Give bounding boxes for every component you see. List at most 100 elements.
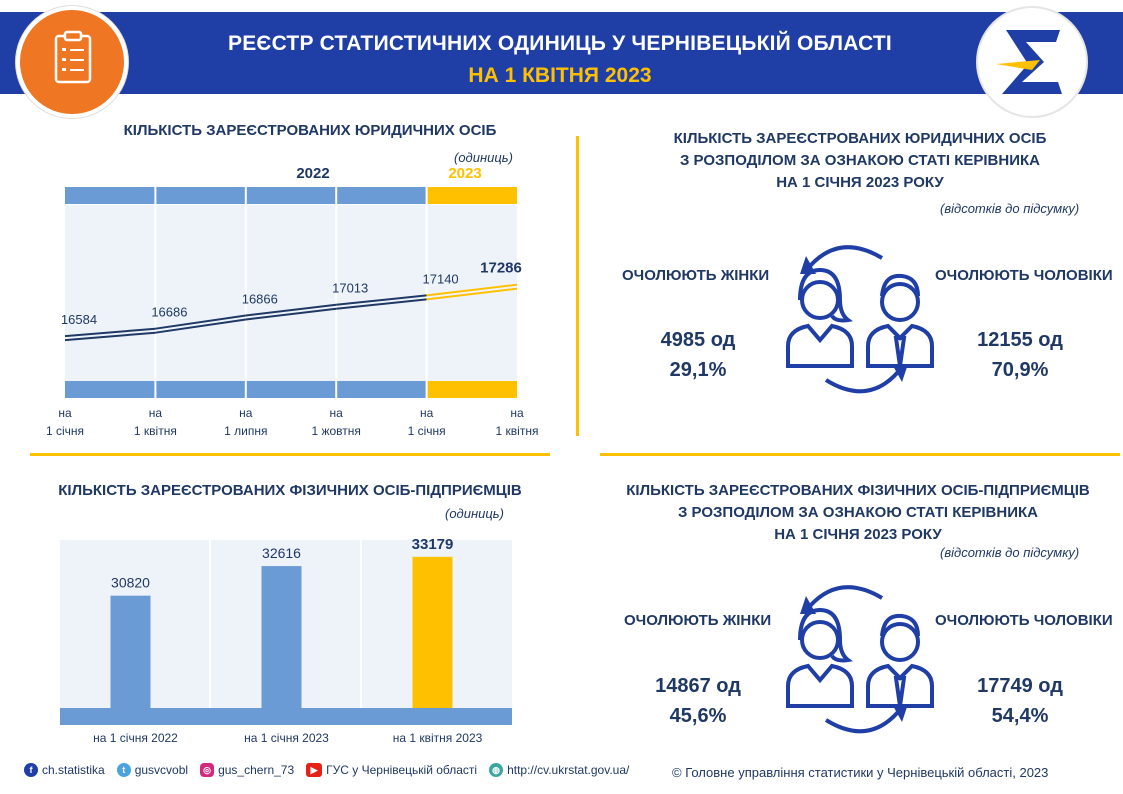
women-stats: 4985 од 29,1% — [628, 325, 768, 385]
divider-vertical — [576, 136, 579, 436]
facebook-icon: f — [24, 763, 38, 777]
page-title: РЕЄСТР СТАТИСТИЧНИХ ОДИНИЦЬ У ЧЕРНІВЕЦЬК… — [228, 32, 892, 55]
value-label: 16584 — [61, 312, 97, 327]
women-label: ОЧОЛЮЮТЬ ЖІНКИ — [624, 612, 772, 629]
twitter-icon: t — [116, 763, 131, 777]
legal-gender-unit: (відсотків до підсумку) — [940, 201, 1080, 216]
x-tick-label: на 1 липня — [224, 406, 268, 438]
men-label: ОЧОЛЮЮТЬ ЧОЛОВІКИ — [935, 612, 1113, 629]
value-label: 17013 — [332, 281, 368, 296]
youtube-link[interactable]: ▶ ГУС у Чернівецькій області — [306, 763, 477, 777]
website-link[interactable]: ◍ http://cv.ukrstat.gov.ua/ — [489, 763, 629, 777]
men-count: 12155 од — [977, 329, 1063, 351]
title-line-3: НА 1 СІЧНЯ 2023 РОКУ — [774, 526, 942, 543]
divider-right — [600, 453, 1120, 456]
women-pct: 29,1% — [669, 359, 727, 381]
youtube-channel: ГУС у Чернівецькій області — [326, 763, 478, 777]
value-label: 17286 — [480, 260, 522, 277]
gender-people-graphic — [786, 585, 934, 734]
band-bottom-2023 — [427, 381, 517, 398]
men-stats: 12155 од 70,9% — [950, 325, 1090, 385]
women-count: 4985 од — [660, 329, 736, 351]
bar — [412, 556, 453, 708]
bar-value-label: 33179 — [412, 536, 454, 553]
woman-icon — [786, 607, 854, 708]
bar-value-label: 32616 — [262, 545, 301, 561]
man-icon — [866, 273, 934, 368]
series-segment — [336, 298, 427, 310]
woman-icon — [786, 267, 854, 368]
series-segment — [336, 294, 427, 306]
series-segment — [155, 314, 246, 330]
title-line-3: НА 1 СІЧНЯ 2023 РОКУ — [776, 174, 944, 191]
entrepreneur-chart-title: КІЛЬКІСТЬ ЗАРЕЄСТРОВАНИХ ФІЗИЧНИХ ОСІБ-П… — [58, 482, 522, 499]
man-icon — [866, 613, 934, 708]
men-pct: 54,4% — [991, 705, 1049, 727]
axis-band — [60, 708, 512, 725]
arrow-head — [892, 364, 908, 382]
x-tick-label: на 1 квітня — [133, 406, 177, 438]
instagram-icon: ◎ — [200, 763, 215, 777]
men-pct: 70,9% — [991, 359, 1049, 381]
x-tick-label: на 1 квітня 2023 — [392, 731, 483, 745]
x-tick-label: на 1 січня 2023 — [244, 731, 329, 745]
x-tick-label: на 1 січня — [407, 406, 446, 438]
women-count: 14867 од — [655, 675, 741, 697]
series-segment — [245, 303, 337, 317]
globe-icon: ◍ — [489, 763, 504, 777]
men-label: ОЧОЛЮЮТЬ ЧОЛОВІКИ — [935, 267, 1113, 284]
value-label: 16686 — [151, 305, 187, 320]
men-stats: 17749 од 54,4% — [950, 671, 1090, 731]
series-segment — [426, 283, 518, 297]
arrow-head — [892, 704, 908, 722]
series-segment — [426, 287, 518, 301]
legal-gender-title: КІЛЬКІСТЬ ЗАРЕЄСТРОВАНИХ ЮРИДИЧНИХ ОСІБ … — [610, 128, 1110, 194]
gridlines — [154, 187, 428, 398]
series-segment — [155, 318, 246, 334]
series-segment — [64, 331, 156, 342]
copyright: © Головне управління статистики у Чернів… — [672, 765, 1049, 780]
men-count: 17749 од — [977, 675, 1063, 697]
x-tick-label: на 1 січня — [45, 406, 85, 438]
women-stats: 14867 од 45,6% — [628, 671, 768, 731]
women-pct: 45,6% — [669, 705, 727, 727]
facebook-handle: ch.statistika — [42, 763, 105, 777]
year-label-2023: 2023 — [448, 165, 481, 182]
divider-left — [30, 453, 550, 456]
value-label: 17140 — [423, 271, 459, 286]
website-url: http://cv.ukrstat.gov.ua/ — [507, 763, 630, 777]
women-label: ОЧОЛЮЮТЬ ЖІНКИ — [622, 267, 770, 284]
plot-area — [65, 205, 517, 383]
title-line-1: КІЛЬКІСТЬ ЗАРЕЄСТРОВАНИХ ЮРИДИЧНИХ ОСІБ — [673, 130, 1047, 147]
ent-gender-unit: (відсотків до підсумку) — [940, 545, 1080, 560]
legal-entities-chart: 16584 16686 16866 17013 17140 17286 2022 2023 — [61, 165, 522, 398]
clipboard-icon — [54, 30, 92, 84]
header-banner — [0, 12, 1123, 94]
twitter-handle: gusvcvobl — [134, 763, 189, 777]
title-line-2: З РОЗПОДІЛОМ ЗА ОЗНАКОЮ СТАТІ КЕРІВНИКА — [677, 504, 1038, 521]
x-tick-label: на 1 жовтня — [311, 406, 361, 438]
series-lines — [64, 283, 518, 342]
facebook-link[interactable]: f ch.statistika — [24, 763, 105, 777]
bar-value-label: 30820 — [111, 575, 150, 591]
bar — [110, 595, 151, 708]
band-top-2023 — [427, 187, 517, 204]
legal-chart-unit: (одиниць) — [454, 150, 513, 165]
youtube-icon: ▶ — [306, 763, 323, 777]
sigma-icon — [996, 30, 1062, 94]
series-segment — [64, 327, 156, 338]
entrepreneurs-chart: 30820 32616 33179 — [60, 536, 512, 725]
instagram-link[interactable]: ◎ gus_chern_73 — [200, 763, 294, 777]
page-subtitle: НА 1 КВІТНЯ 2023 — [468, 64, 652, 87]
gender-people-graphic — [786, 245, 934, 394]
x-tick-label: на 1 січня 2022 — [93, 731, 178, 745]
bar — [261, 566, 302, 708]
twitter-link[interactable]: t gusvcvobl — [116, 763, 189, 777]
sigma-logo — [976, 6, 1088, 118]
title-line-2: З РОЗПОДІЛОМ ЗА ОЗНАКОЮ СТАТІ КЕРІВНИКА — [679, 152, 1040, 169]
title-line-1: КІЛЬКІСТЬ ЗАРЕЄСТРОВАНИХ ФІЗИЧНИХ ОСІБ-П… — [626, 482, 1090, 499]
clipboard-logo — [16, 6, 128, 118]
footer-social: f ch.statistika t gusvcvobl ◎ gus_chern_… — [24, 763, 629, 777]
entrepreneur-chart-unit: (одиниць) — [445, 506, 504, 521]
instagram-handle: gus_chern_73 — [218, 763, 295, 777]
